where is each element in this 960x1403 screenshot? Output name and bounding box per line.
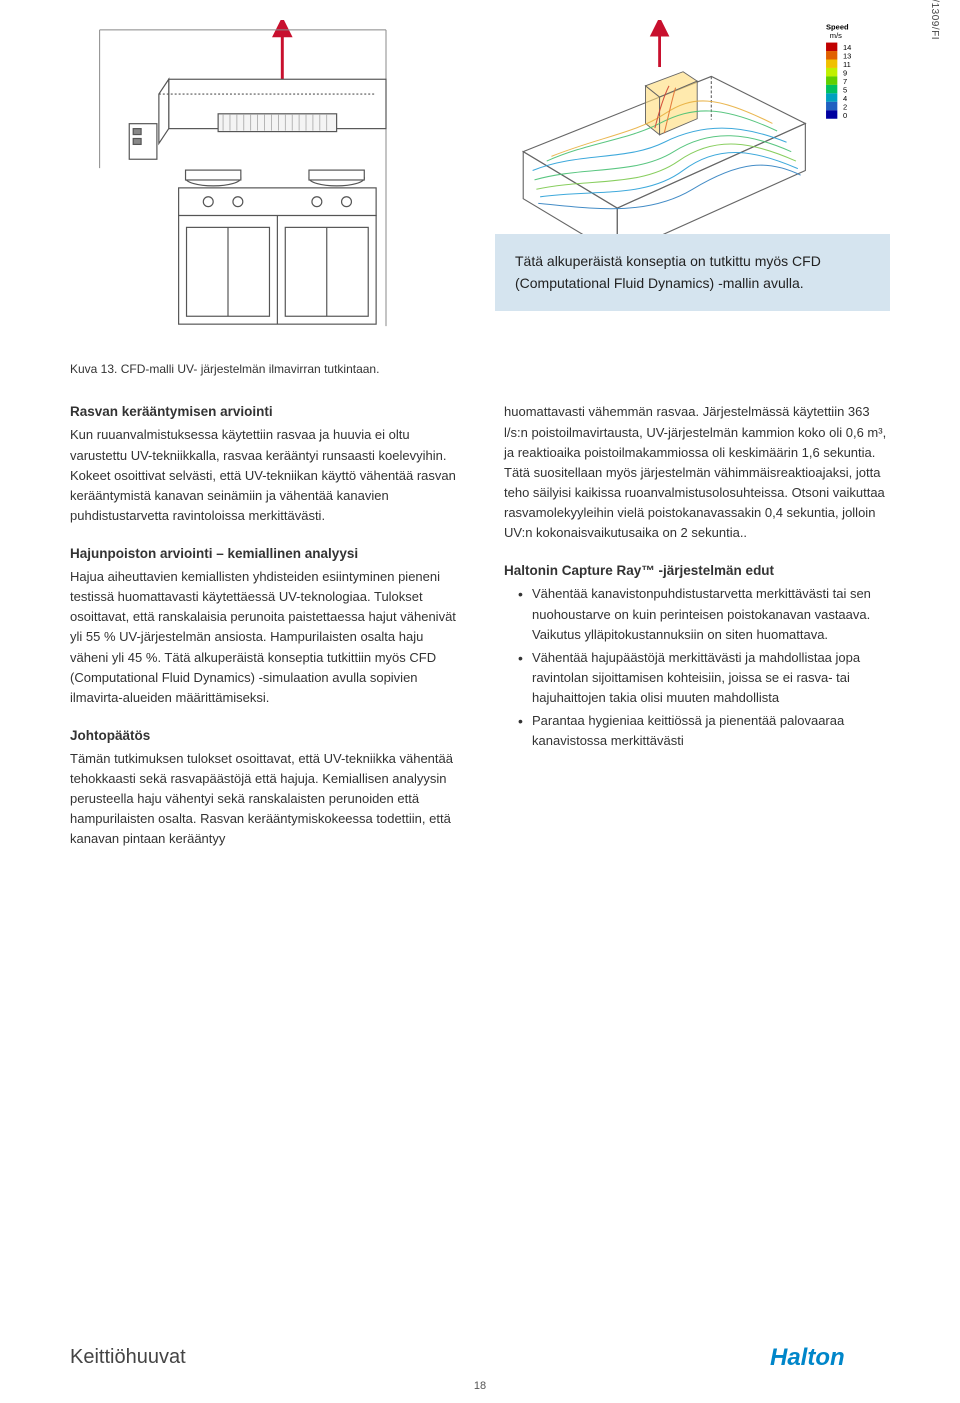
brand-text: Halton [770, 1344, 845, 1371]
brand-logo: Halton [770, 1341, 890, 1373]
page-footer: Keittiöhuuvat Halton [70, 1341, 890, 1373]
body-text: huomattavasti vähemmän rasvaa. Järjestel… [504, 404, 886, 540]
section-title: Johtopäätös [70, 726, 456, 747]
section-title: Rasvan kerääntymisen arviointi [70, 402, 456, 423]
section-title: Hajunpoiston arviointi – kemiallinen ana… [70, 544, 456, 565]
svg-text:m/s: m/s [830, 31, 842, 40]
svg-text:0: 0 [843, 111, 847, 120]
right-column: huomattavasti vähemmän rasvaa. Järjestel… [504, 402, 890, 867]
body-columns: Rasvan kerääntymisen arviointi Kun ruuan… [70, 402, 890, 867]
callout-box: Tätä alkuperäistä konseptia on tutkittu … [495, 234, 890, 311]
figure-caption: Kuva 13. CFD-malli UV- järjestelmän ilma… [70, 360, 890, 379]
list-item: Parantaa hygieniaa keittiössä ja pienent… [518, 711, 890, 751]
cfd-diagram: Speed m/s 14 13 11 9 7 5 4 2 0 [495, 20, 890, 311]
left-column: Rasvan kerääntymisen arviointi Kun ruuan… [70, 402, 456, 867]
page-number: 18 [474, 1378, 486, 1395]
footer-category: Keittiöhuuvat [70, 1342, 186, 1373]
body-text: Hajua aiheuttavien kemiallisten yhdistei… [70, 569, 456, 705]
body-text: Tämän tutkimuksen tulokset osoittavat, e… [70, 751, 453, 847]
bullet-list: Vähentää kanavistonpuhdistustarvetta mer… [504, 584, 890, 751]
callout-text: Tätä alkuperäistä konseptia on tutkittu … [515, 253, 821, 291]
hood-diagram [70, 20, 465, 346]
document-code: KDG/1309/FI [927, 0, 943, 40]
list-item: Vähentää hajupäästöjä merkittävästi ja m… [518, 648, 890, 708]
section-title: Haltonin Capture Ray™ -järjestelmän edut [504, 561, 890, 582]
figure-row: Speed m/s 14 13 11 9 7 5 4 2 0 [70, 20, 890, 346]
hood-svg [70, 20, 465, 346]
body-text: Kun ruuanvalmistuksessa käytettiin rasva… [70, 427, 456, 523]
list-item: Vähentää kanavistonpuhdistustarvetta mer… [518, 584, 890, 644]
